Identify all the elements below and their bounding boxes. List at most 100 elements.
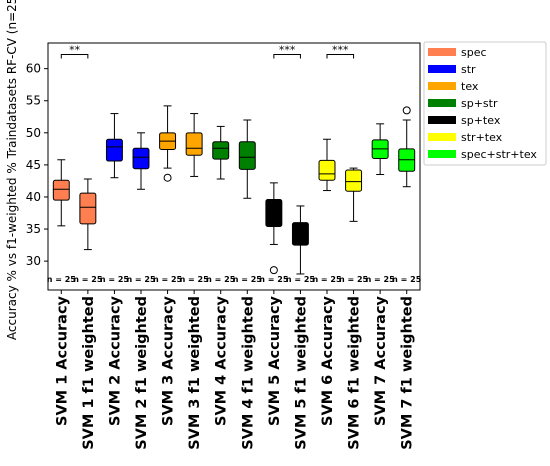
box-7: n = 25	[206, 125, 236, 284]
n-label: n = 25	[126, 275, 156, 284]
bracket-line	[273, 54, 301, 59]
legend: spec str tex sp+str sp+tex str+tex spec+str+te…	[423, 41, 547, 166]
significance-label: **	[69, 44, 81, 57]
y-axis: 30 35 40 45 50 55 60	[26, 62, 48, 268]
legend-swatch	[428, 48, 456, 56]
x-tick-label: SVM 7 f1 weighted	[400, 296, 416, 450]
legend-item: spec	[428, 46, 487, 59]
legend-label: spec	[461, 46, 487, 59]
x-tick-label: SVM 6 f1 weighted	[347, 296, 363, 450]
box-12: n = 25	[339, 167, 369, 284]
significance-bracket: **	[60, 44, 89, 59]
n-label: n = 25	[47, 275, 77, 284]
significance-label: ***	[279, 44, 296, 57]
significance-bracket: ***	[326, 44, 355, 59]
box-14: n = 25	[392, 106, 422, 284]
legend-swatch	[428, 99, 456, 107]
n-label: n = 25	[366, 275, 396, 284]
legend-swatch	[428, 133, 456, 141]
box-body	[52, 179, 70, 201]
outlier-point	[269, 266, 278, 275]
bracket-line	[326, 54, 355, 59]
y-axis-title: Accuracy % vs f1-weighted % Traindataset…	[5, 0, 19, 340]
legend-swatch	[428, 82, 456, 90]
legend-item: spec+str+tex	[428, 148, 537, 161]
legend-label: spec+str+tex	[461, 148, 537, 161]
y-tick-label: 30	[26, 254, 41, 268]
box-6: n = 25	[180, 113, 210, 284]
bracket-line	[60, 54, 89, 59]
y-tick-label: 60	[26, 62, 41, 76]
n-label: n = 25	[180, 275, 210, 284]
box-10: n = 25	[286, 205, 316, 284]
legend-item: str+tex	[428, 131, 503, 144]
box-body	[238, 141, 256, 170]
n-label: n = 25	[206, 275, 236, 284]
box-11: n = 25	[312, 138, 342, 284]
significance-label: ***	[332, 44, 349, 57]
boxes-layer: n = 25n = 25n = 25n = 25n = 25n = 25n = …	[47, 105, 422, 284]
box-body	[185, 132, 203, 156]
box-4: n = 25	[126, 132, 156, 284]
y-tick-label: 55	[26, 94, 41, 108]
legend-swatch	[428, 116, 456, 124]
legend-label: str	[461, 63, 476, 76]
box-body	[291, 222, 309, 246]
x-tick-label: SVM 1 Accuracy	[54, 295, 70, 426]
x-tick-label: SVM 6 Accuracy	[320, 295, 336, 426]
legend-item: tex	[428, 80, 479, 93]
box-8: n = 25	[233, 119, 263, 284]
outlier-point	[402, 106, 411, 115]
legend-label: sp+tex	[461, 114, 501, 127]
x-tick-label: SVM 2 f1 weighted	[134, 296, 150, 450]
box-9: n = 25	[259, 182, 289, 284]
box-body	[132, 147, 150, 170]
significance-bracket: ***	[273, 44, 301, 59]
box-body	[212, 141, 230, 160]
x-tick-label: SVM 3 Accuracy	[161, 295, 177, 426]
x-tick-label: SVM 2 Accuracy	[107, 295, 123, 426]
outlier-point	[163, 173, 172, 182]
legend-label: str+tex	[461, 131, 503, 144]
x-tick-label: SVM 1 f1 weighted	[81, 296, 97, 450]
legend-item: str	[428, 63, 476, 76]
box-3: n = 25	[100, 113, 130, 284]
n-label: n = 25	[153, 275, 183, 284]
y-tick-label: 40	[26, 190, 41, 204]
box-5: n = 25	[153, 105, 183, 284]
box-body	[79, 192, 97, 225]
box-13: n = 25	[366, 123, 396, 284]
x-tick-label: SVM 4 Accuracy	[214, 295, 230, 426]
box-body	[105, 138, 123, 162]
plot-frame	[47, 42, 421, 291]
x-tick-label: SVM 5 f1 weighted	[293, 296, 309, 450]
legend-swatch	[428, 150, 456, 158]
legend-label: tex	[461, 80, 479, 93]
n-label: n = 25	[100, 275, 130, 284]
x-axis: SVM 1 Accuracy SVM 1 f1 weighted SVM 2 Acc…	[54, 290, 416, 450]
n-label: n = 25	[259, 275, 289, 284]
annotations-layer: ** *** ***	[60, 44, 355, 59]
y-tick-label: 50	[26, 126, 41, 140]
legend-label: sp+str	[461, 97, 498, 110]
box-1: n = 25	[47, 159, 77, 284]
x-tick-label: SVM 5 Accuracy	[267, 295, 283, 426]
n-label: n = 25	[392, 275, 422, 284]
x-tick-label: SVM 3 f1 weighted	[187, 296, 203, 450]
y-tick-label: 45	[26, 158, 41, 172]
n-label: n = 25	[73, 275, 103, 284]
x-tick-label: SVM 4 f1 weighted	[240, 296, 256, 450]
legend-swatch	[428, 65, 456, 73]
box-2: n = 25	[73, 178, 103, 284]
box-body	[345, 169, 363, 192]
legend-item: sp+tex	[428, 114, 501, 127]
n-label: n = 25	[286, 275, 316, 284]
y-tick-label: 35	[26, 222, 41, 236]
x-tick-label: SVM 7 Accuracy	[373, 295, 389, 426]
legend-item: sp+str	[428, 97, 498, 110]
n-label: n = 25	[233, 275, 263, 284]
box-body	[265, 199, 283, 227]
n-label: n = 25	[339, 275, 369, 284]
n-label: n = 25	[312, 275, 342, 284]
